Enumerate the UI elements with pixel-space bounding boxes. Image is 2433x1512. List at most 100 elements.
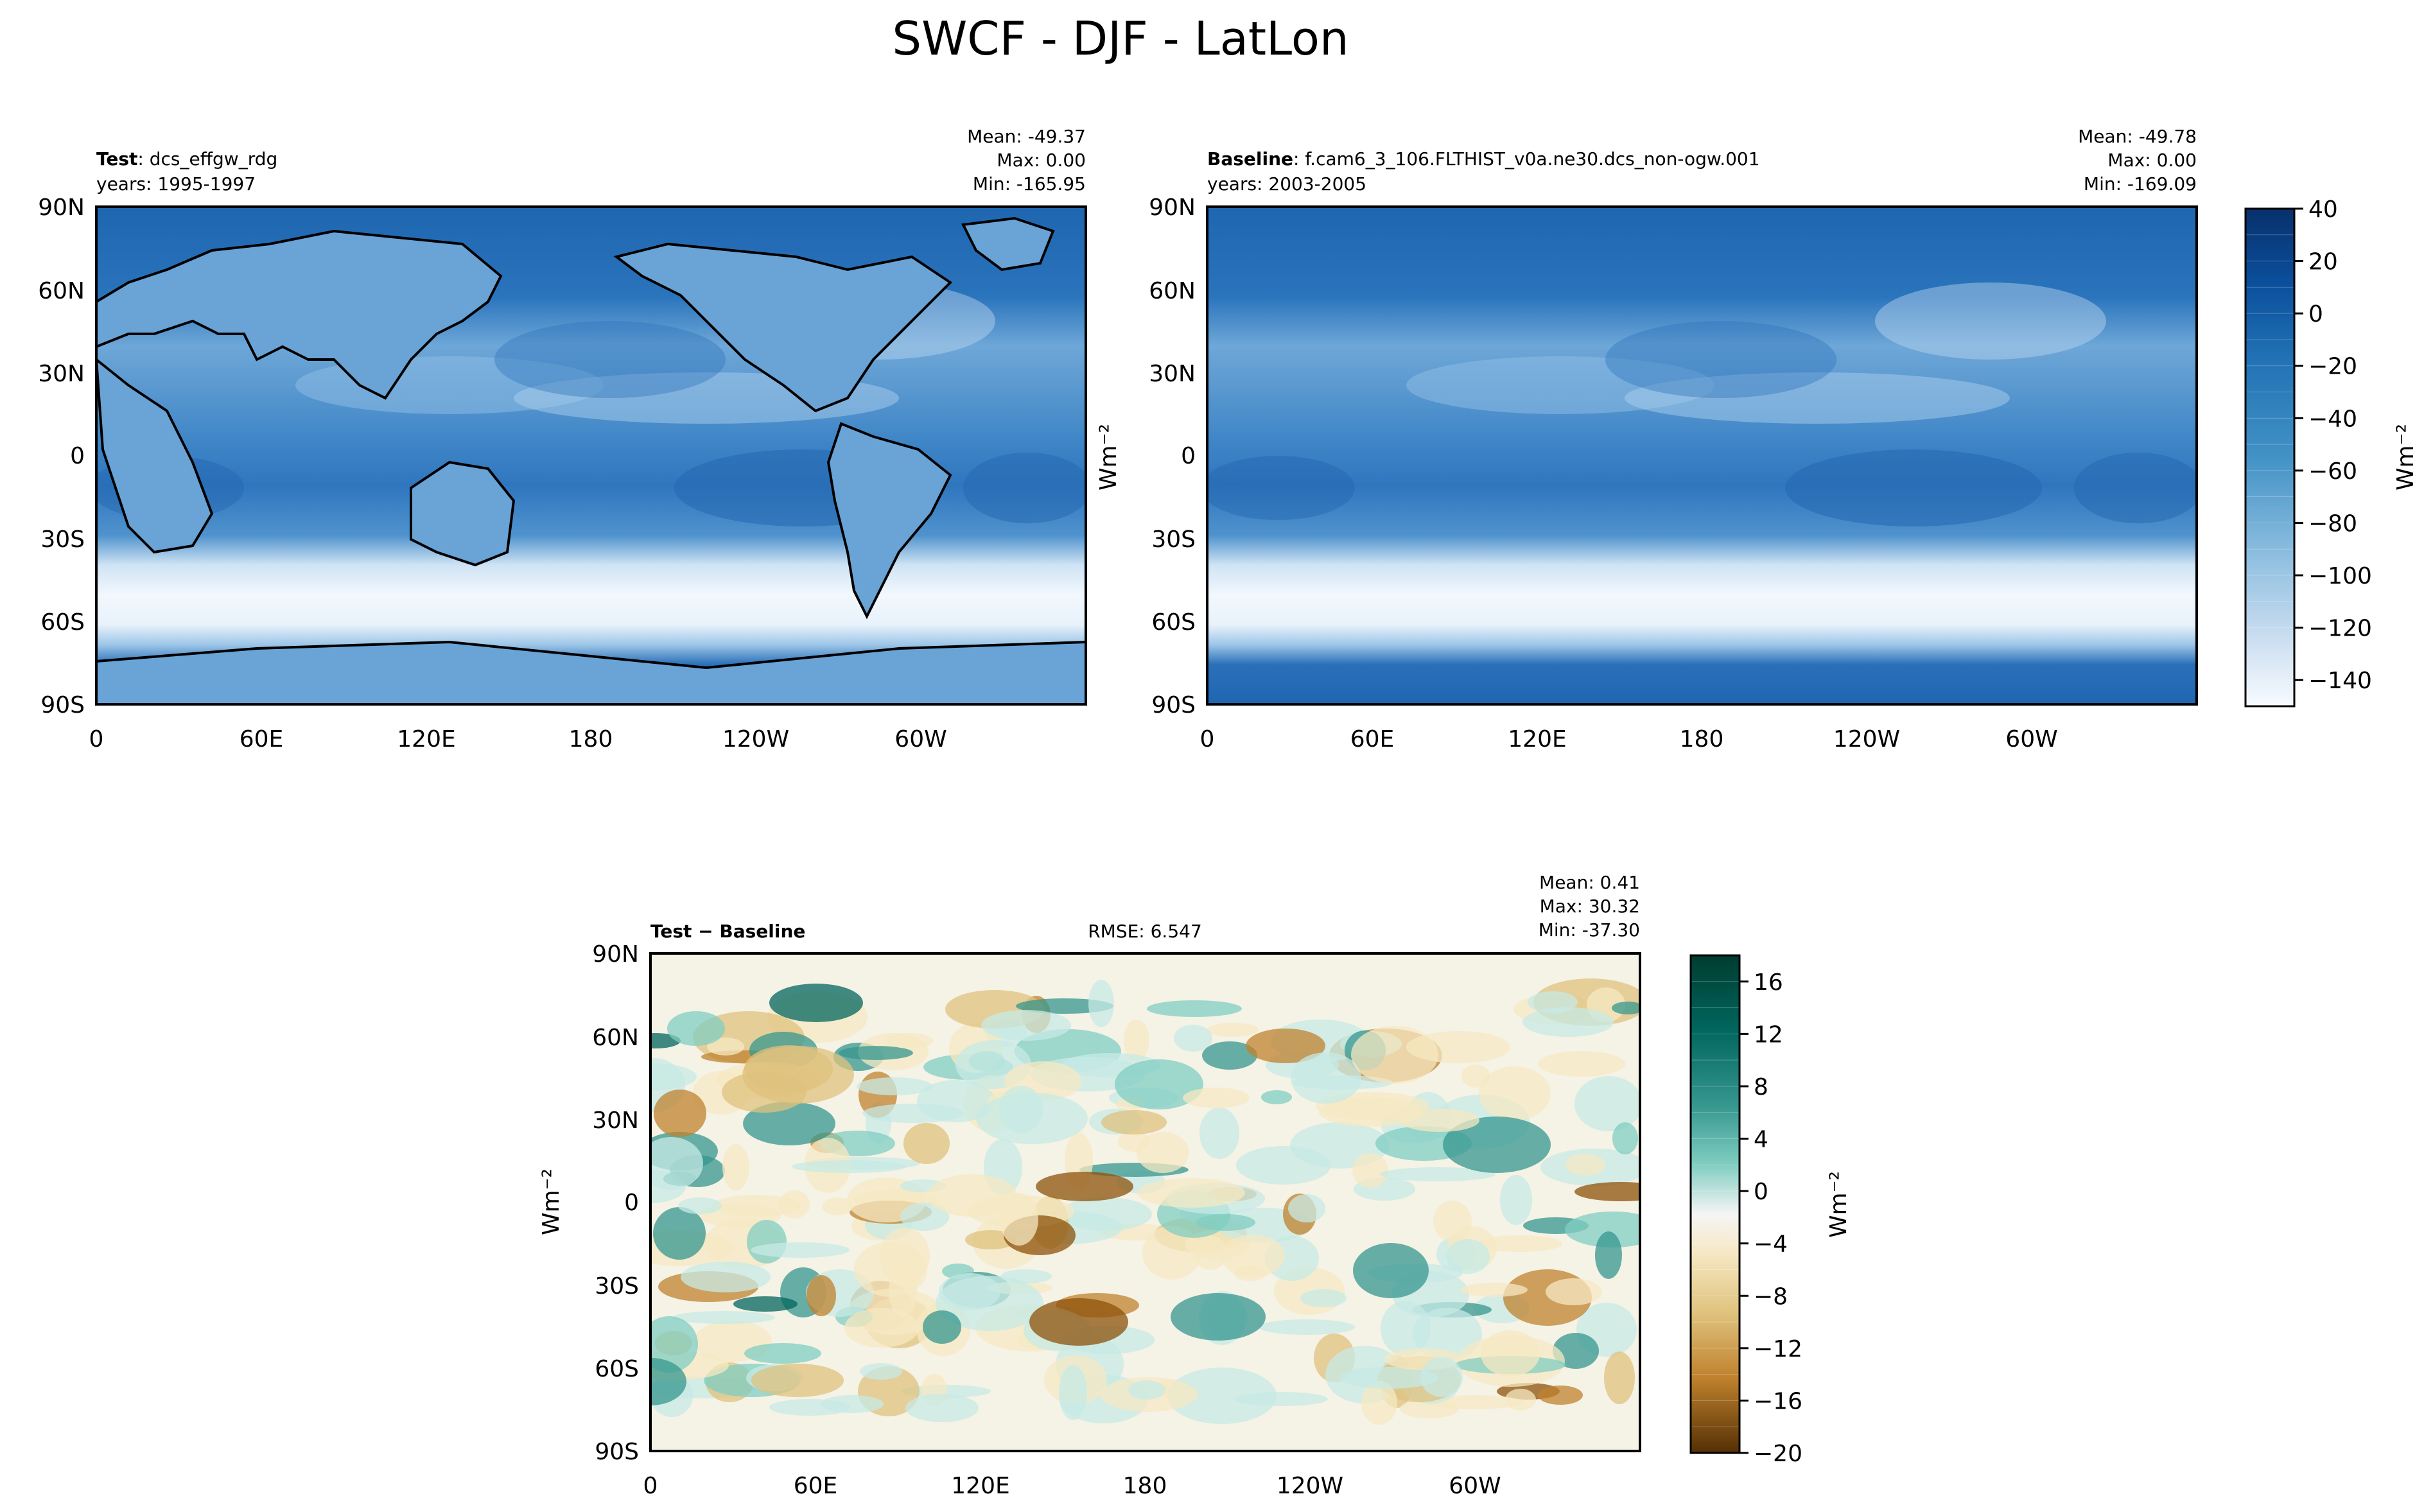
diff-blob <box>650 1137 703 1190</box>
diff-cb-ticklabel-9: −20 <box>1754 1441 1802 1467</box>
diff-blob <box>1612 1122 1638 1154</box>
test-coastlines <box>96 216 1086 704</box>
diff-blob <box>1259 1319 1355 1335</box>
diff-blob <box>1481 1330 1540 1377</box>
top-colorbar-label: Wm⁻² <box>2393 424 2419 491</box>
baseline-ytick-60s: 60S <box>1151 609 1196 636</box>
diff-stat-max: Max: 30.32 <box>1540 896 1640 917</box>
diff-blob <box>821 1395 884 1413</box>
diff-cb-ticklabel-5: −4 <box>1754 1231 1788 1258</box>
diff-colorbar-label: Wm⁻² <box>1826 1171 1852 1238</box>
diff-blob <box>1351 1026 1438 1084</box>
diff-xtick-60w: 60W <box>1449 1473 1501 1499</box>
test-years: years: 1995-1997 <box>96 173 256 195</box>
baseline-xtick-60e: 60E <box>1350 726 1395 752</box>
diff-xaxis: 0 60E 120E 180 120W 60W <box>643 1473 1501 1499</box>
top-cb-ticklabel-2: 0 <box>2308 301 2323 327</box>
diff-blob <box>1167 1368 1277 1424</box>
diff-blob <box>1443 1117 1551 1173</box>
diff-blob <box>1288 1194 1325 1222</box>
test-stat-max: Max: 0.00 <box>997 150 1086 171</box>
baseline-map-field <box>1207 207 2197 704</box>
diff-blob <box>1446 1239 1490 1274</box>
diff-blob <box>1400 1109 1479 1132</box>
diff-cb-ticklabel-6: −8 <box>1754 1283 1788 1310</box>
diff-blob <box>1565 1212 1640 1247</box>
diff-rmse: RMSE: 6.547 <box>1088 921 1202 942</box>
diff-label: Test − Baseline <box>650 921 805 942</box>
diff-blob <box>1461 1283 1528 1297</box>
top-colorbar-bands <box>2246 234 2294 681</box>
diff-blob <box>1380 1167 1496 1181</box>
diff-blob <box>1433 1201 1472 1242</box>
diff-blob <box>733 1296 798 1312</box>
diff-blob <box>939 1273 1000 1310</box>
diff-blob <box>862 1104 964 1123</box>
diff-blob <box>1199 1108 1239 1159</box>
diff-colorbar-ticks: 16 12 8 4 0 −4 −8 −12 −16 −20 <box>1740 969 1802 1467</box>
test-xtick-120w: 120W <box>722 726 789 752</box>
test-stat-mean: Mean: -49.37 <box>967 126 1086 147</box>
test-ytick-0: 0 <box>70 443 85 469</box>
diff-colorbar-frame <box>1689 954 1741 1454</box>
diff-blob <box>900 1203 949 1231</box>
baseline-xtick-120w: 120W <box>1833 726 1900 752</box>
diff-blob <box>1300 1289 1347 1307</box>
diff-blob <box>1183 1088 1250 1108</box>
baseline-xaxis: 0 60E 120E 180 120W 60W <box>1200 726 2058 752</box>
diff-blob <box>1339 1367 1438 1389</box>
baseline-panel: Baseline: f.cam6_3_106.FLTHIST_v0a.ne30.… <box>1149 126 2198 752</box>
diff-blob <box>1427 1395 1523 1409</box>
top-cb-ticklabel-3: −20 <box>2308 354 2357 380</box>
diff-xtick-120e: 120E <box>951 1473 1009 1499</box>
diff-blob <box>1319 1097 1423 1127</box>
test-label-bold: Test <box>96 148 137 169</box>
diff-blob <box>1236 1146 1331 1185</box>
test-ytick-30s: 30S <box>40 526 85 553</box>
diff-blob <box>654 1090 706 1137</box>
diff-blob <box>744 1045 833 1093</box>
diff-blob <box>769 984 863 1022</box>
diff-xtick-180: 180 <box>1123 1473 1167 1499</box>
diff-blob <box>1000 1269 1052 1283</box>
test-xtick-60e: 60E <box>240 726 284 752</box>
test-xtick-0: 0 <box>89 726 104 752</box>
baseline-xtick-120e: 120E <box>1508 726 1566 752</box>
test-panel: Test: dcs_effgw_rdg years: 1995-1997 Mea… <box>38 126 1087 752</box>
top-colorbar-frame <box>2244 207 2296 708</box>
diff-blob <box>1595 1231 1622 1279</box>
top-cb-ticklabel-1: 20 <box>2308 249 2338 275</box>
diff-cb-ticklabel-2: 8 <box>1754 1074 1768 1100</box>
top-colorbar-fill <box>2246 209 2294 706</box>
diff-blob <box>1060 1197 1152 1231</box>
diff-blob <box>976 1093 1088 1144</box>
diff-blob <box>1171 1293 1266 1341</box>
baseline-ytick-0: 0 <box>1181 443 1196 469</box>
diff-map-field <box>650 953 1640 1451</box>
top-cb-ticklabel-5: −60 <box>2308 458 2357 485</box>
diff-blob <box>1115 1059 1203 1109</box>
diff-colorbar-bands <box>1691 981 1740 1427</box>
diff-blob <box>839 1046 913 1060</box>
diff-ytick-60n: 60N <box>592 1025 639 1051</box>
diff-cb-ticklabel-7: −12 <box>1754 1336 1802 1362</box>
top-colorbar: 40 20 0 −20 −40 −60 −80 −100 −120 −140 Wm⁻² <box>2244 196 2419 708</box>
diff-blob <box>1202 1041 1257 1070</box>
diff-blob <box>681 1262 771 1292</box>
diff-blob <box>1478 1235 1562 1252</box>
diff-blob <box>1137 1132 1189 1173</box>
diff-xtick-120w: 120W <box>1277 1473 1343 1499</box>
diff-xtick-0: 0 <box>643 1473 658 1499</box>
baseline-xtick-180: 180 <box>1680 726 1724 752</box>
diff-blob <box>1142 1226 1201 1280</box>
diff-blob <box>1546 1278 1602 1305</box>
baseline-ytick-30n: 30N <box>1149 361 1196 387</box>
test-xaxis: 0 60E 120E 180 120W 60W <box>89 726 947 752</box>
baseline-stat-mean: Mean: -49.78 <box>2078 126 2197 147</box>
test-ytick-60n: 60N <box>38 278 85 304</box>
test-xtick-180: 180 <box>569 726 613 752</box>
diff-blob <box>792 1160 906 1173</box>
diff-blob <box>889 1265 917 1317</box>
diff-xtick-60e: 60E <box>794 1473 838 1499</box>
diff-blob <box>1101 1110 1167 1134</box>
